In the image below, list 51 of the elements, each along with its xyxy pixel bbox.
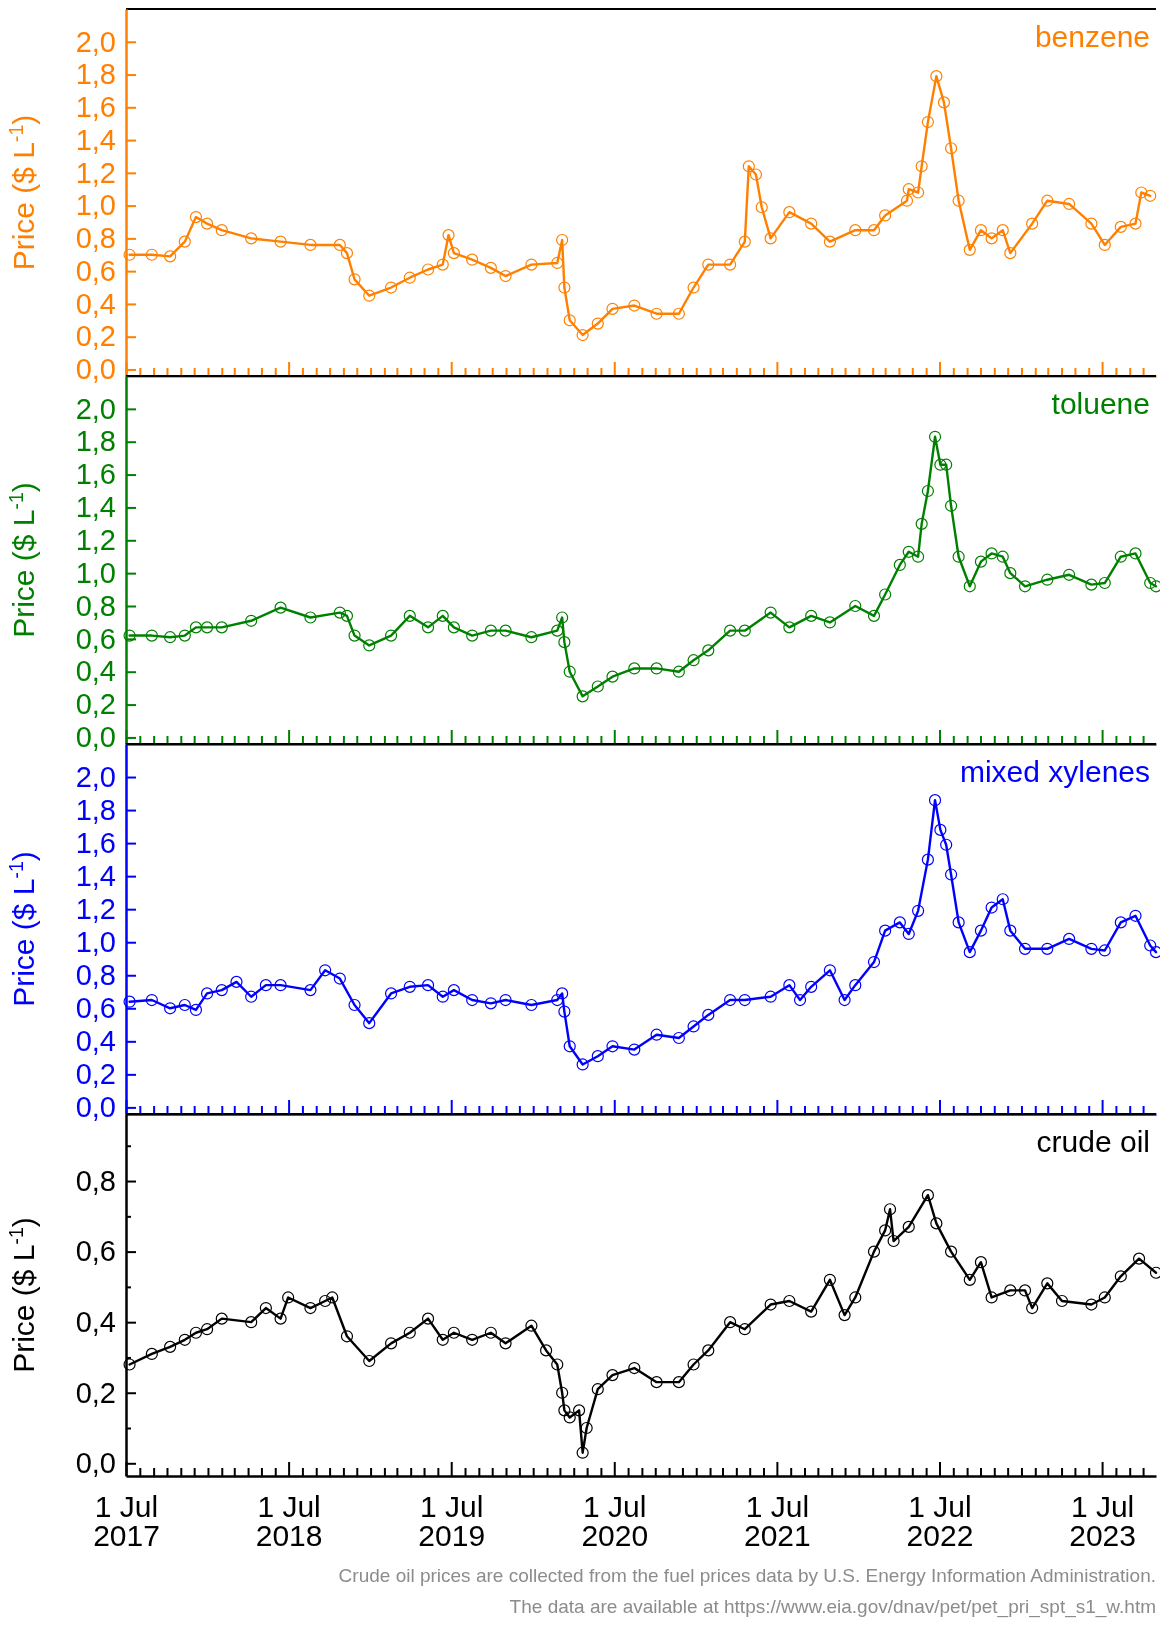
text: toluene	[1051, 387, 1150, 420]
y-tick-label: 0,8	[75, 222, 116, 255]
y-tick-label: 0,6	[75, 622, 116, 655]
y-tick-label: 1,2	[75, 892, 116, 925]
y-tick-label: 1,6	[75, 91, 116, 124]
y-tick-label: 0,8	[75, 1164, 116, 1197]
y-tick-label: 1,0	[75, 556, 116, 589]
y-tick-label: 1,4	[75, 859, 116, 892]
y-tick-label: 1,4	[75, 491, 116, 524]
y-tick-label: 2,0	[75, 392, 116, 425]
y-tick-label: 0,4	[75, 655, 116, 688]
y-tick-label: 1,8	[75, 58, 116, 91]
y-tick-label: 0,0	[75, 353, 116, 386]
y-tick-label: 0,0	[75, 1447, 116, 1480]
y-tick-label: 0,4	[75, 1305, 116, 1338]
y-tick-label: 0,0	[75, 1091, 116, 1124]
x-tick-label: 1 Jul 2017	[93, 1490, 160, 1552]
y-tick-label: 0,4	[75, 1025, 116, 1058]
y-tick-label: 0,6	[75, 992, 116, 1025]
y-tick-label: 0,6	[75, 254, 116, 287]
y-tick-label: 0,0	[75, 721, 116, 754]
y-tick-label: 0,6	[75, 1235, 116, 1268]
y-tick-label: 1,0	[75, 189, 116, 222]
x-tick-label: 1 Jul 2018	[255, 1490, 323, 1552]
y-tick-label: 0,2	[75, 1376, 116, 1409]
text: Crude oil prices are collected from the fuel prices data by U.S. Energy Information Administration.	[338, 1565, 1156, 1586]
y-tick-label: 1,8	[75, 793, 116, 826]
text: benzene	[1034, 20, 1150, 53]
y-tick-label: 0,2	[75, 688, 116, 721]
y-tick-label: 1,2	[75, 156, 116, 189]
text: The data are available at https://www.eia.gov/dnav/pet/pet_pri_spt_s1_w.htm	[509, 1596, 1156, 1618]
y-tick-label: 1,6	[75, 826, 116, 859]
y-tick-label: 0,8	[75, 589, 116, 622]
x-tick-label: 1 Jul 2020	[581, 1490, 649, 1552]
y-tick-label: 0,8	[75, 959, 116, 992]
x-tick-label: 1 Jul 2023	[1069, 1490, 1136, 1552]
text: crude oil	[1036, 1125, 1150, 1158]
x-tick-label: 1 Jul 2022	[906, 1490, 974, 1552]
y-tick-label: 1,6	[75, 458, 116, 491]
y-tick-label: 0,2	[75, 1058, 116, 1091]
y-tick-label: 2,0	[75, 760, 116, 793]
x-tick-label: 1 Jul 2019	[418, 1490, 486, 1552]
y-tick-label: 2,0	[75, 25, 116, 58]
y-tick-label: 1,8	[75, 425, 116, 458]
y-tick-label: 1,2	[75, 524, 116, 557]
y-tick-label: 1,0	[75, 925, 116, 958]
x-tick-label: 1 Jul 2021	[744, 1490, 811, 1552]
y-tick-label: 0,4	[75, 287, 116, 320]
y-tick-label: 1,4	[75, 123, 116, 156]
y-tick-label: 0,2	[75, 320, 116, 353]
series-label: mixed xylenes	[959, 755, 1150, 788]
